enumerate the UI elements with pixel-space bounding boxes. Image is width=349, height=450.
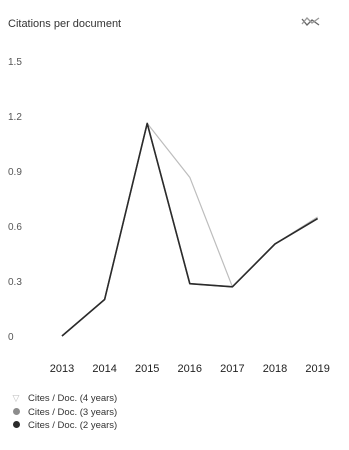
y-tick-label: 0	[8, 332, 14, 343]
series-line-3	[61, 122, 319, 337]
x-tick-label: 2018	[263, 363, 287, 375]
x-tick-label: 2014	[92, 363, 116, 375]
x-tick-label: 2017	[220, 363, 244, 375]
y-tick-label: 0.3	[8, 277, 22, 288]
chart-title: Citations per document	[8, 18, 122, 30]
x-tick-label: 2016	[178, 363, 202, 375]
chart-plot-area: 1.5 1.2 0.9 0.6 0.3 0 2013 2014 2015 2016 2017 2018…	[8, 57, 330, 375]
legend-marker-icon: ▽	[12, 393, 20, 404]
legend-item[interactable]: ▽ Cites / Doc. (4 years)	[10, 392, 118, 406]
legend-item[interactable]: Cites / Doc. (2 years)	[10, 419, 117, 433]
x-tick-label: 2015	[135, 363, 159, 375]
legend-marker-icon	[10, 421, 22, 430]
y-tick-label: 1.2	[8, 112, 22, 123]
legend-marker-icon	[10, 407, 22, 417]
x-tick-label: 2019	[305, 363, 329, 375]
legend-label: Cites / Doc. (2 years)	[28, 420, 118, 432]
y-tick-label: 1.5	[8, 57, 22, 68]
legend-label: Cites / Doc. (3 years)	[28, 406, 118, 418]
chart-legend: ▽ Cites / Doc. (4 years) Cites / Doc. (3 y…	[10, 392, 117, 433]
y-tick-label: 0.6	[8, 222, 22, 233]
line-chart-icon[interactable]	[299, 12, 323, 32]
legend-item[interactable]: Cites / Doc. (3 years)	[10, 406, 117, 420]
y-tick-label: 0.9	[8, 167, 22, 178]
x-tick-label: 2013	[50, 363, 74, 375]
legend-label: Cites / Doc. (4 years)	[28, 393, 118, 405]
